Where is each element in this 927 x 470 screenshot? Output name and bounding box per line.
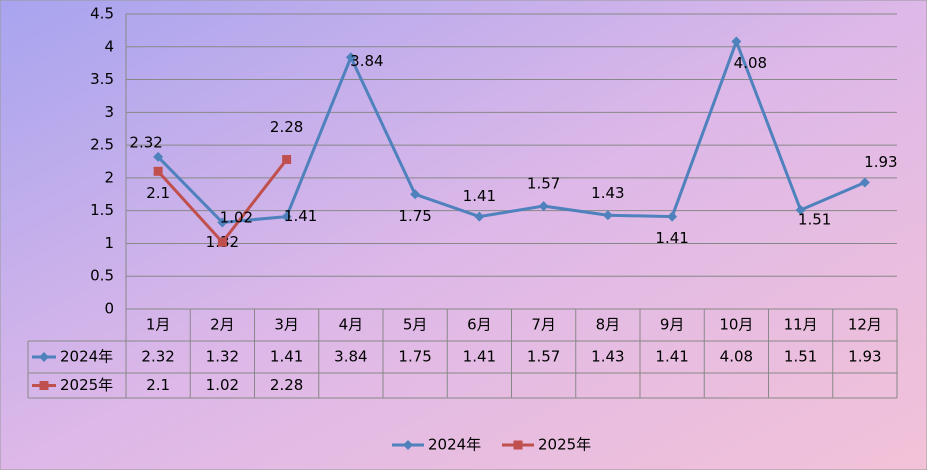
table-cell: 1.41	[655, 348, 688, 366]
marker	[282, 155, 292, 165]
table-cell: 1.75	[398, 348, 431, 366]
table-cell: 1.51	[784, 348, 817, 366]
data-label: 3.84	[350, 52, 383, 70]
marker	[474, 211, 485, 222]
data-label: 2.1	[146, 184, 170, 202]
x-tick-label: 10月	[719, 316, 753, 334]
data-label: 1.41	[284, 207, 317, 225]
table-cell: 2.32	[141, 348, 174, 366]
data-label: 1.51	[798, 211, 831, 229]
table-cell: 2.1	[146, 376, 170, 394]
table-cell: 1.41	[270, 348, 303, 366]
marker	[345, 52, 356, 63]
table-cell: 1.93	[848, 348, 881, 366]
x-tick-label: 7月	[531, 316, 556, 334]
x-tick-label: 2月	[210, 316, 235, 334]
series-line	[157, 37, 866, 225]
x-tick-label: 4月	[339, 316, 364, 334]
y-tick-label: 3	[104, 103, 114, 121]
y-tick-label: 1.5	[90, 201, 114, 219]
x-tick-label: 1月	[146, 316, 171, 334]
table-cell: 4.08	[720, 348, 753, 366]
table-cell: 2.28	[270, 376, 303, 394]
y-tick-label: 3.5	[90, 70, 114, 88]
marker	[410, 189, 421, 200]
y-tick-label: 0.5	[90, 267, 114, 285]
x-tick-label: 6月	[467, 316, 492, 334]
marker	[795, 205, 806, 216]
y-tick-label: 0	[104, 300, 114, 318]
x-tick-label: 3月	[274, 316, 299, 334]
y-tick-label: 2	[104, 168, 114, 186]
data-label: 1.93	[864, 153, 897, 171]
y-tick-label: 4	[104, 37, 114, 55]
y-tick-label: 1	[104, 234, 114, 252]
legend-key	[39, 352, 49, 362]
table-cell: 1.02	[206, 376, 239, 394]
data-label: 2.32	[129, 133, 162, 151]
marker	[153, 166, 163, 176]
legend-key	[513, 440, 523, 450]
x-tick-label: 11月	[784, 316, 818, 334]
marker	[538, 201, 549, 212]
table-cell: 1.57	[527, 348, 560, 366]
legend-key	[403, 440, 413, 450]
data-label: 1.41	[463, 187, 496, 205]
marker	[217, 237, 227, 247]
data-label: 1.57	[527, 175, 560, 193]
x-tick-label: 5月	[403, 316, 428, 334]
data-label: 1.43	[591, 184, 624, 202]
data-label: 1.75	[398, 207, 431, 225]
x-tick-label: 8月	[596, 316, 621, 334]
marker	[153, 151, 164, 162]
data-label: 1.02	[220, 209, 253, 227]
marker	[859, 177, 870, 188]
marker	[281, 211, 292, 222]
legend-label: 2024年	[428, 436, 481, 454]
table-cell: 1.41	[463, 348, 496, 366]
x-tick-label: 9月	[660, 316, 685, 334]
table-cell: 1.43	[591, 348, 624, 366]
marker	[217, 217, 228, 228]
table-cell: 3.84	[334, 348, 367, 366]
table-row-label: 2024年	[60, 348, 113, 366]
marker	[667, 211, 678, 222]
legend-key	[39, 381, 49, 390]
table-row-label: 2025年	[60, 376, 113, 394]
y-tick-label: 4.5	[90, 5, 114, 23]
data-label: 4.08	[734, 54, 767, 72]
marker	[731, 36, 742, 47]
y-tick-label: 2.5	[90, 136, 114, 154]
legend-label: 2025年	[538, 436, 591, 454]
data-label: 1.41	[655, 229, 688, 247]
table-cell: 1.32	[206, 348, 239, 366]
marker	[602, 210, 613, 221]
x-tick-label: 12月	[848, 316, 882, 334]
data-label: 2.28	[270, 118, 303, 136]
